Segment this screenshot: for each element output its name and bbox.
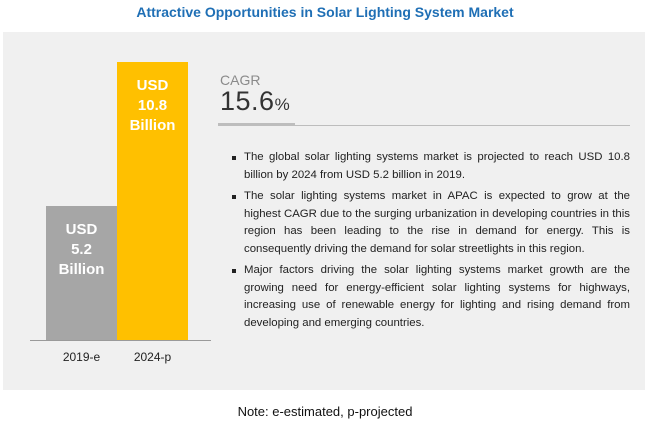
key-point: The global solar lighting systems market… <box>230 149 630 184</box>
bar-data-label-line: Billion <box>129 117 176 134</box>
bar-data-label-line: USD <box>65 221 98 238</box>
key-point-text: Major factors driving the solar lighting… <box>244 264 630 329</box>
bullet-icon <box>232 156 236 160</box>
key-points-list: The global solar lighting systems market… <box>230 149 630 336</box>
bar-2019-e: USD 5.2 Billion <box>46 206 117 340</box>
x-tick-label: 2019-e <box>62 350 101 364</box>
bar-data-label-line: USD <box>136 77 169 94</box>
footnote: Note: e-estimated, p-projected <box>237 404 413 419</box>
chart-panel: USD 5.2 Billion USD 10.8 Billion 2019-e 2024-p… <box>3 32 645 390</box>
bullet-icon <box>232 195 236 199</box>
cagr-unit: % <box>274 95 291 114</box>
chart-title: Attractive Opportunities in Solar Lighti… <box>136 4 514 20</box>
x-axis-line <box>30 340 211 341</box>
cagr-label: CAGR <box>220 72 261 88</box>
divider <box>218 125 630 126</box>
cagr-value: 15.6% <box>220 86 290 117</box>
key-point-text: The solar lighting systems market in APA… <box>244 190 630 255</box>
bar-data-label-line: Billion <box>58 261 105 278</box>
divider-accent <box>218 123 295 126</box>
cagr-number: 15.6 <box>220 86 275 116</box>
key-point-text: The global solar lighting systems market… <box>244 151 630 181</box>
bar-data-label-line: 5.2 <box>71 241 92 258</box>
bar-data-label: USD 5.2 Billion <box>59 220 105 280</box>
bar-2024-p: USD 10.8 Billion <box>117 62 188 340</box>
bullet-icon <box>232 269 236 273</box>
x-tick-label: 2024-p <box>133 350 172 364</box>
bar-data-label: USD 10.8 Billion <box>130 76 176 136</box>
bar-data-label-line: 10.8 <box>137 97 168 114</box>
key-point: The solar lighting systems market in APA… <box>230 188 630 258</box>
key-point: Major factors driving the solar lighting… <box>230 262 630 332</box>
